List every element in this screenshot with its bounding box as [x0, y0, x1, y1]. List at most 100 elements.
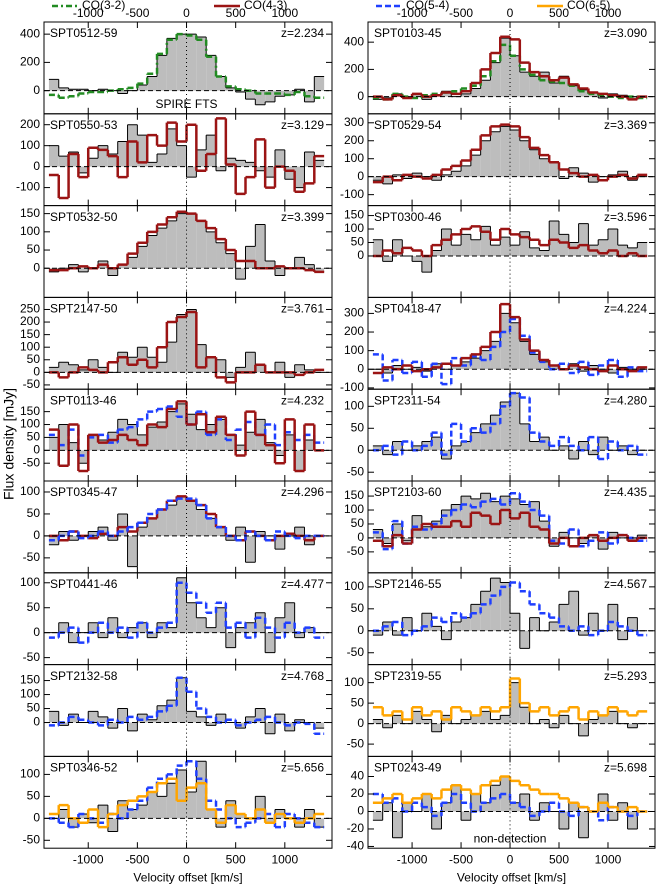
bar: [68, 364, 79, 373]
panel-plot: [44, 389, 332, 481]
y-tick-label: 100: [20, 575, 40, 589]
bar: [510, 55, 520, 97]
bar: [490, 415, 501, 451]
x-tick-label: -500: [125, 6, 149, 20]
y-tick-label: 0: [357, 804, 364, 818]
bar: [598, 96, 608, 99]
bar: [294, 450, 305, 471]
bar: [196, 36, 207, 91]
y-tick-label: 100: [20, 767, 40, 781]
bar: [578, 223, 589, 256]
bar: [421, 96, 432, 100]
bar: [107, 432, 118, 451]
panel-plot: [368, 756, 655, 849]
bar: [529, 501, 540, 538]
bar: [304, 369, 315, 373]
bar: [58, 362, 69, 373]
bar: [245, 90, 256, 100]
bar: [529, 354, 540, 370]
bar: [617, 630, 628, 640]
step-riser: [381, 678, 639, 720]
bar: [166, 700, 177, 723]
panel-title: SPT2319-55: [374, 669, 442, 683]
bar: [431, 811, 442, 829]
bar: [578, 811, 589, 838]
bar: [186, 500, 197, 536]
bar: [637, 535, 648, 538]
panel-title: SPT2147-50: [50, 302, 118, 316]
bar: [529, 76, 540, 97]
bar: [245, 246, 256, 269]
bar: [284, 434, 295, 451]
bar: [372, 529, 383, 538]
bar: [470, 715, 481, 724]
bar: [461, 234, 471, 256]
bar: [98, 367, 108, 373]
bar: [470, 604, 481, 631]
bar: [137, 622, 148, 633]
bar: [470, 88, 481, 97]
y-tick-label: 100: [344, 221, 364, 235]
bar: [245, 162, 256, 167]
bar: [225, 253, 236, 269]
bar: [274, 268, 285, 276]
bar: [510, 322, 520, 370]
bar: [304, 627, 315, 633]
bar: [402, 802, 413, 812]
bar: [480, 802, 491, 812]
bar: [382, 723, 393, 728]
bar: [382, 255, 393, 262]
x-axis-label: Velocity offset [km/s]: [133, 870, 242, 884]
bar: [196, 429, 207, 451]
bar: [157, 796, 167, 819]
bar: [98, 632, 108, 638]
bar: [470, 358, 481, 370]
bar: [176, 677, 187, 723]
bar: [578, 630, 589, 636]
bar: [186, 213, 197, 269]
redshift: z=4.435: [604, 485, 647, 499]
x-tick-label: 1000: [271, 6, 298, 20]
bar: [88, 359, 99, 373]
redshift: z=3.090: [604, 26, 647, 40]
bar: [147, 427, 158, 451]
bar: [196, 220, 207, 269]
bar: [617, 802, 628, 812]
y-tick-label: -50: [347, 544, 365, 558]
y-tick-label: 100: [344, 579, 364, 593]
bar: [107, 268, 118, 276]
bar: [559, 532, 569, 538]
bar: [78, 268, 89, 272]
bar: [166, 220, 177, 269]
bar: [480, 140, 491, 177]
bar: [294, 632, 305, 638]
y-tick-label: 300: [344, 115, 364, 129]
bar: [176, 213, 187, 269]
bar: [382, 176, 393, 184]
bar: [58, 156, 69, 167]
bar: [157, 55, 167, 91]
bar: [245, 716, 256, 723]
y-tick-label: 200: [344, 324, 364, 338]
bar: [235, 268, 246, 280]
y-tick-label: 150: [344, 208, 364, 222]
y-tick-label: 50: [27, 430, 41, 444]
bar: [225, 632, 236, 648]
y-tick-label: 0: [33, 442, 40, 456]
panel-plot: [368, 205, 655, 298]
bar: [127, 809, 138, 819]
bar: [490, 341, 501, 370]
bar: [166, 342, 177, 373]
bar: [117, 90, 128, 94]
bar: [549, 162, 560, 177]
bar: [235, 627, 246, 633]
bar: [431, 626, 442, 631]
bar: [117, 513, 128, 536]
bar: [568, 450, 579, 460]
redshift: z=4.224: [604, 302, 647, 316]
bar: [461, 496, 471, 538]
bar: [441, 229, 452, 256]
panel-plot: [44, 756, 332, 849]
bar: [88, 622, 99, 633]
